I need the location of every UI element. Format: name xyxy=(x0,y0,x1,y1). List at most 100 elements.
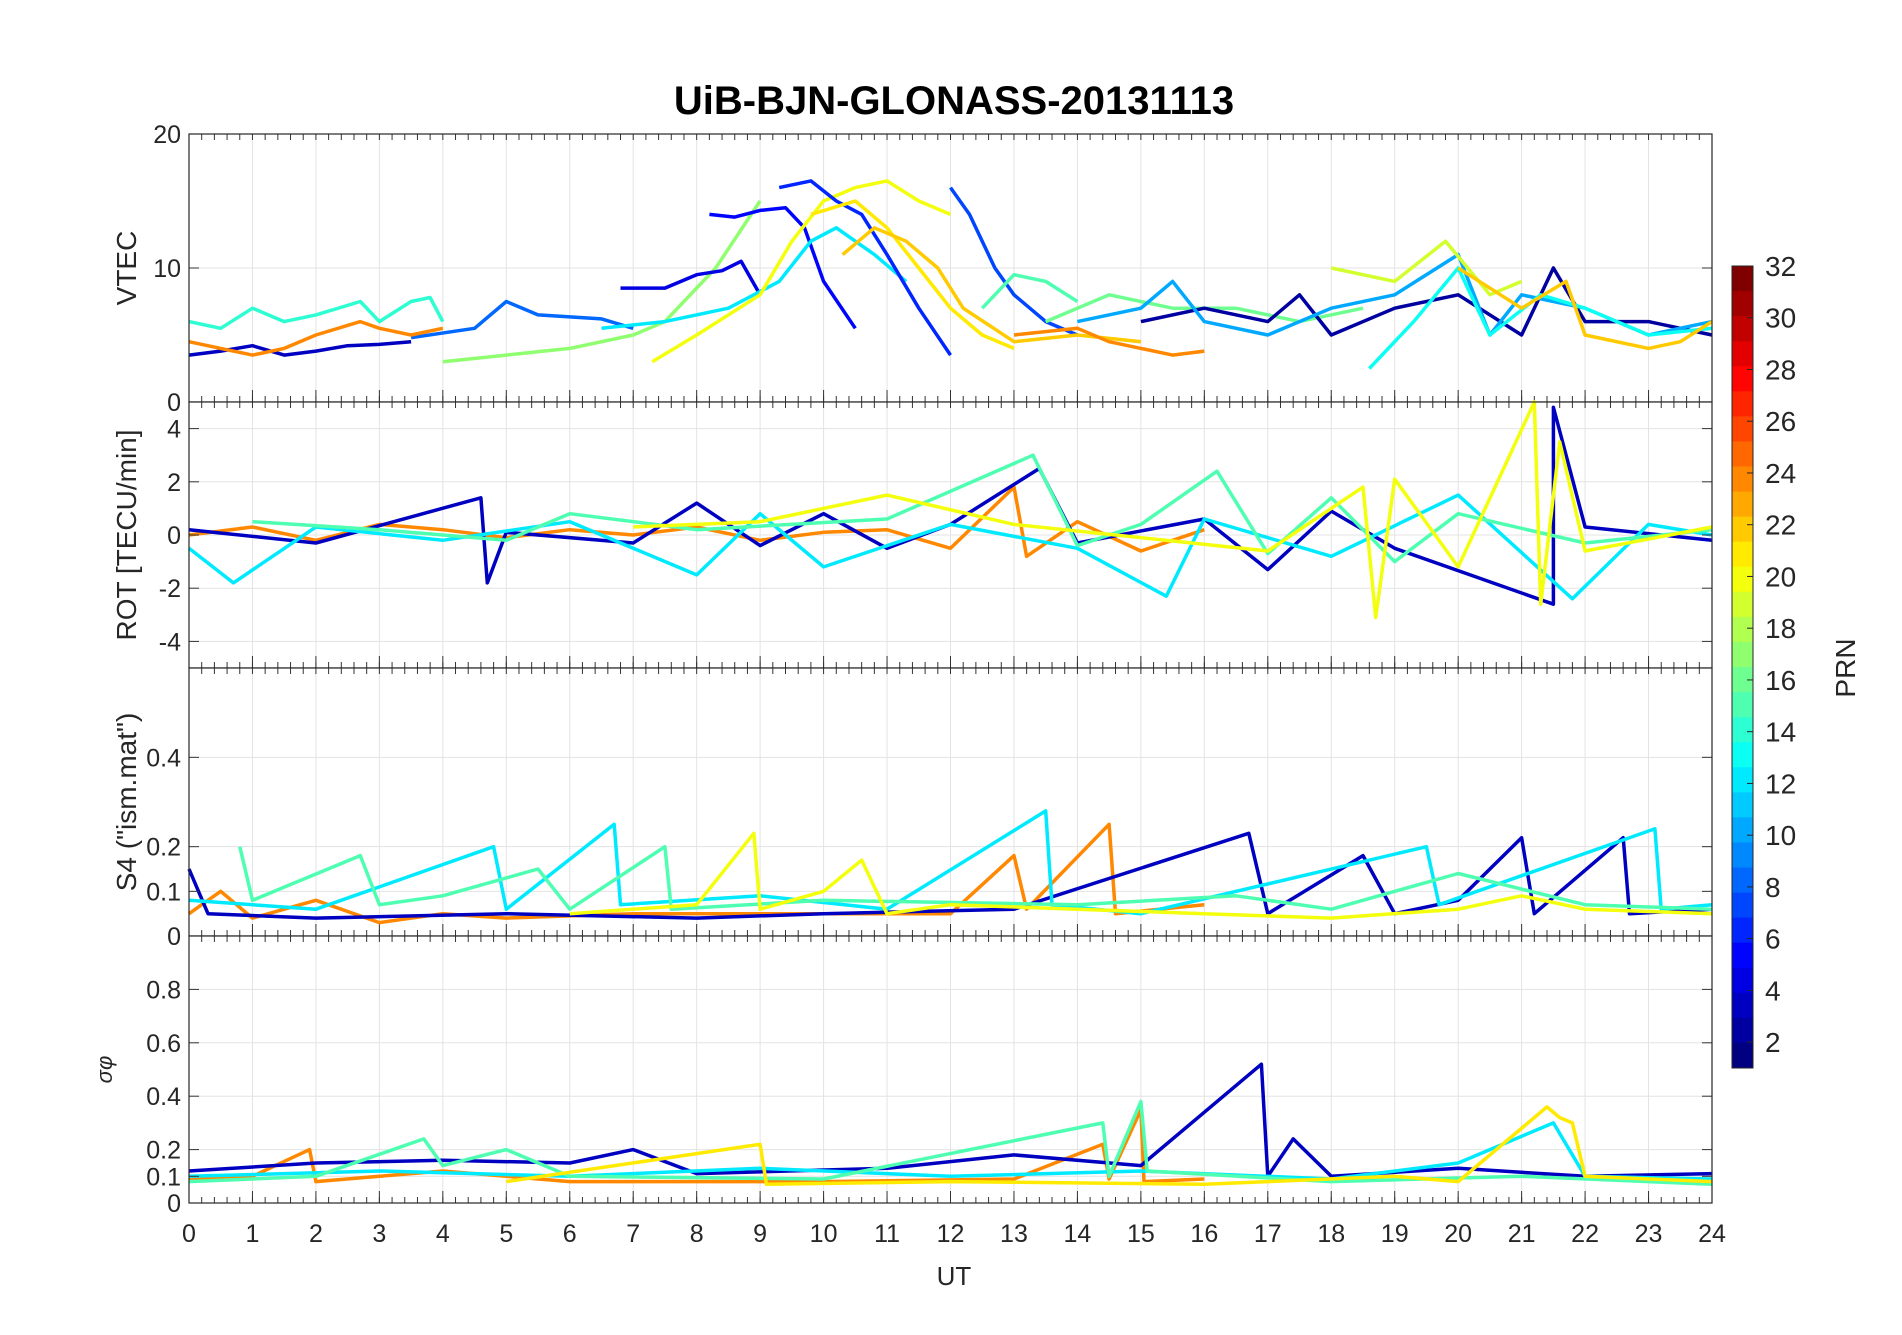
x-tick-label: 19 xyxy=(1381,1220,1409,1248)
y-tick-label: -4 xyxy=(159,628,181,656)
x-tick-label: 8 xyxy=(690,1220,704,1248)
series-line-prn-7 xyxy=(949,186,1079,337)
y-tick-label: 10 xyxy=(153,255,181,283)
colorbar-swatch xyxy=(1732,692,1753,718)
x-tick-label: 21 xyxy=(1508,1220,1536,1248)
series-line-prn-19 xyxy=(1330,239,1523,297)
x-tick-label: 5 xyxy=(499,1220,513,1248)
x-tick-label: 10 xyxy=(810,1220,838,1248)
series-line-prn-6 xyxy=(778,179,952,357)
y-tick-label: 4 xyxy=(167,416,181,444)
series-line-prn-13 xyxy=(1368,266,1713,370)
colorbar-label: PRN xyxy=(1830,638,1861,697)
series-line-prn-5 xyxy=(709,205,857,330)
colorbar-swatch xyxy=(1732,291,1753,317)
series-line-prn-24 xyxy=(187,822,1205,925)
axes-frame xyxy=(188,935,1713,1204)
colorbar-swatch xyxy=(1732,1042,1753,1069)
colorbar-tick-label: 12 xyxy=(1765,768,1796,799)
y-axis-label: VTEC xyxy=(111,231,142,306)
series-line-prn-4 xyxy=(620,259,762,296)
colorbar-swatch xyxy=(1732,992,1753,1019)
y-axis-label: σφ xyxy=(92,1056,117,1084)
colorbar-tick-label: 26 xyxy=(1765,406,1796,437)
colorbar-swatch xyxy=(1732,466,1753,493)
colorbar-swatch xyxy=(1732,441,1753,467)
series-line-prn-24 xyxy=(188,1107,1205,1184)
series-line-prn-22 xyxy=(841,226,1142,344)
colorbar-swatch xyxy=(1732,817,1753,843)
colorbar-swatch xyxy=(1732,842,1753,868)
y-tick-label: 20 xyxy=(153,121,181,149)
series-line-prn-12 xyxy=(188,1121,1713,1181)
x-tick-label: 6 xyxy=(563,1220,577,1248)
y-tick-label: 0 xyxy=(167,923,181,951)
x-tick-label: 15 xyxy=(1127,1220,1155,1248)
colorbar-tick-label: 14 xyxy=(1765,717,1796,748)
colorbar-tick-label: 4 xyxy=(1765,975,1781,1006)
colorbar-tick-label: 6 xyxy=(1765,924,1781,955)
chart-title: UiB-BJN-GLONASS-20131113 xyxy=(674,79,1234,123)
series-line-prn-15 xyxy=(238,844,1713,911)
x-tick-label: 1 xyxy=(246,1220,260,1248)
series-line-prn-12 xyxy=(187,493,1713,601)
y-tick-label: 0.1 xyxy=(146,1163,181,1191)
x-tick-label: 9 xyxy=(753,1220,767,1248)
colorbar-tick-label: 8 xyxy=(1765,872,1781,903)
y-tick-label: 0.8 xyxy=(146,976,181,1004)
colorbar-swatch xyxy=(1732,341,1753,367)
series-line-prn-12 xyxy=(601,226,908,331)
x-tick-label: 23 xyxy=(1635,1220,1663,1248)
panel-3: 00.10.2 0.4 0.6 0.8 σφ xyxy=(92,935,1713,1218)
y-tick-label: 0 xyxy=(167,1190,181,1218)
colorbar-tick-label: 2 xyxy=(1765,1027,1781,1058)
x-tick-label: 18 xyxy=(1317,1220,1345,1248)
colorbar-tick-label: 22 xyxy=(1765,510,1796,541)
colorbar-swatch xyxy=(1732,266,1753,292)
series-line-prn-21 xyxy=(810,199,1015,351)
colorbar-swatch xyxy=(1732,416,1753,442)
x-tick-label: 2 xyxy=(309,1220,323,1248)
x-tick-label: 7 xyxy=(626,1220,640,1248)
colorbar-swatch xyxy=(1732,867,1753,894)
panel-0: 0 10 20 VTEC xyxy=(111,121,1713,417)
colorbar-swatch xyxy=(1732,491,1753,518)
colorbar-tick-label: 24 xyxy=(1765,458,1796,489)
panel-2: 0 0.1 0.2 0.4S4 ("ism.mat") xyxy=(111,667,1713,951)
colorbar-swatch xyxy=(1732,391,1753,417)
colorbar-tick-label: 18 xyxy=(1765,613,1796,644)
colorbar-swatch xyxy=(1732,591,1753,618)
y-axis-label: ROT [TECU/min] xyxy=(111,429,142,640)
colorbar-tick-label: 20 xyxy=(1765,561,1796,592)
series-line-prn-24 xyxy=(1013,326,1205,357)
series-line-prn-3 xyxy=(187,831,1713,920)
colorbar-swatch xyxy=(1732,1017,1753,1044)
series-line-prn-17 xyxy=(442,200,762,364)
series-line-prn-14 xyxy=(188,295,445,331)
x-axis-label: UT xyxy=(937,1261,972,1291)
y-tick-label: 0.4 xyxy=(146,1083,181,1111)
colorbar-swatch xyxy=(1732,316,1753,342)
colorbar-tick-label: 10 xyxy=(1765,820,1796,851)
colorbar-tick-label: 16 xyxy=(1765,665,1796,696)
colorbar-swatch xyxy=(1732,566,1753,593)
colorbar-swatch xyxy=(1732,917,1753,944)
colorbar-swatch xyxy=(1732,541,1753,568)
colorbar-swatch xyxy=(1732,366,1753,392)
series-line-prn-22 xyxy=(1457,266,1713,351)
x-tick-label: 20 xyxy=(1444,1220,1472,1248)
y-tick-label: 0 xyxy=(167,522,181,550)
x-tick-label: 4 xyxy=(436,1220,450,1248)
colorbar-swatch xyxy=(1732,792,1753,818)
colorbar-swatch xyxy=(1732,892,1753,919)
colorbar-swatch xyxy=(1732,667,1753,693)
x-tick-label: 11 xyxy=(874,1220,900,1248)
series-line-prn-15 xyxy=(980,272,1079,310)
colorbar-tick-label: 32 xyxy=(1765,251,1796,282)
colorbar-swatch xyxy=(1732,516,1753,543)
x-tick-label: 16 xyxy=(1190,1220,1218,1248)
colorbar-tick-label: 30 xyxy=(1765,303,1796,334)
x-tick-label: 24 xyxy=(1698,1220,1726,1248)
